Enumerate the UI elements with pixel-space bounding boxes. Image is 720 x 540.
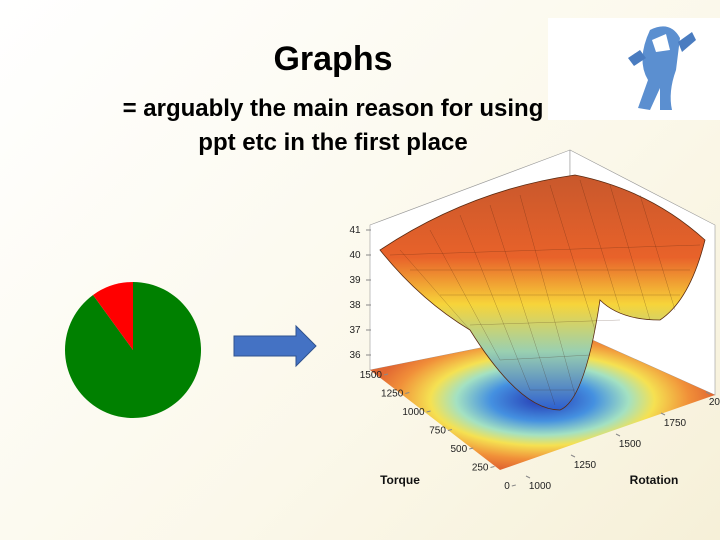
x-axis-label: Torque: [380, 473, 420, 487]
x-tick-label: 0: [504, 481, 510, 492]
y-tick-label: 1000: [529, 481, 552, 492]
tick-mark: [705, 391, 711, 395]
tick-mark: [490, 466, 495, 468]
tick-mark: [383, 373, 389, 376]
shark-picture: [548, 18, 720, 120]
z-tick-label: 41: [349, 225, 361, 236]
z-tick-label: 38: [349, 300, 361, 311]
pie-slice: [93, 282, 133, 350]
y-tick-label: 1500: [619, 439, 642, 450]
y-tick-label: 1250: [574, 460, 597, 471]
subtitle-line: ppt etc in the first place: [198, 129, 467, 156]
tick-mark: [660, 412, 666, 416]
y-tick-label: 1750: [664, 418, 687, 429]
tick-mark: [511, 484, 516, 487]
tick-mark: [615, 433, 621, 437]
subtitle-line: = arguably the main reason for using: [123, 95, 544, 122]
z-tick-label: 37: [349, 325, 361, 336]
z-tick-label: 39: [349, 275, 361, 286]
z-tick-label: 36: [349, 350, 361, 361]
tick-mark: [426, 410, 431, 413]
x-tick-label: 250: [472, 463, 489, 474]
x-tick-label: 500: [451, 444, 468, 455]
tick-mark: [447, 429, 453, 431]
y-axis-label: Rotation: [630, 473, 679, 487]
arrow: [233, 324, 317, 368]
x-tick-label: 750: [429, 426, 446, 437]
tick-mark: [405, 392, 410, 394]
x-tick-label: 1250: [381, 389, 404, 400]
surface-plot: [369, 149, 716, 470]
x-tick-label: 1000: [402, 407, 425, 418]
slide-title: Graphs: [273, 40, 392, 78]
z-tick-label: 40: [349, 250, 361, 261]
tick-mark: [469, 447, 474, 450]
y-tick-label: 2000: [709, 397, 720, 408]
x-tick-label: 1500: [360, 370, 383, 381]
tick-mark: [570, 454, 576, 458]
tick-mark: [525, 475, 531, 479]
